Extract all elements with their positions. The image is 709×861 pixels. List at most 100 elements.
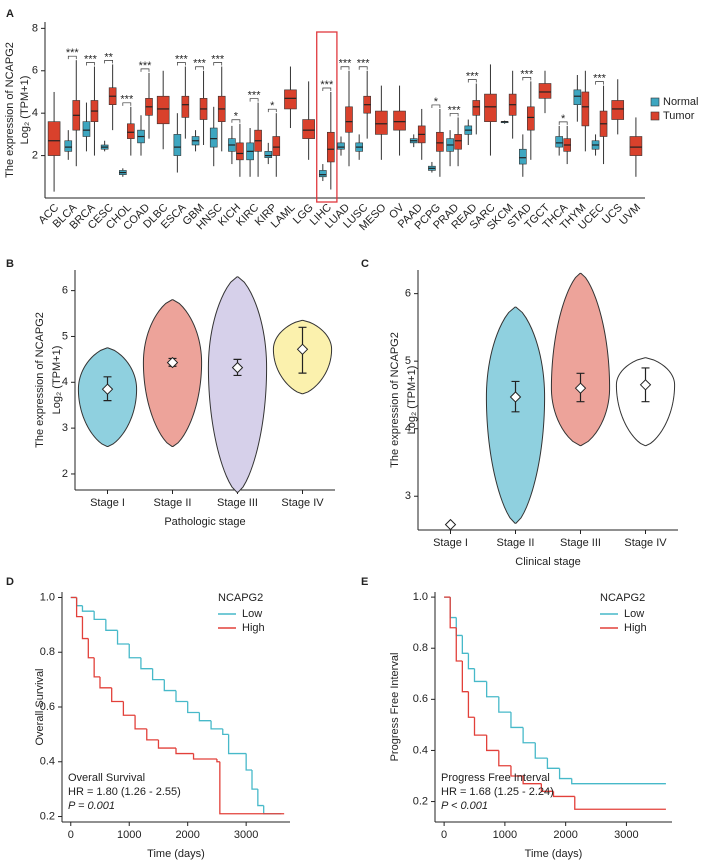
box	[82, 121, 91, 137]
survival-step	[216, 759, 220, 763]
survival-step	[546, 758, 560, 769]
legend-label: Normal	[663, 96, 698, 108]
survival-step	[157, 739, 176, 749]
survival-step	[552, 791, 575, 798]
x-axis-label: Time (days)	[525, 848, 583, 860]
box	[538, 83, 552, 99]
violin	[142, 299, 203, 447]
annotation: Overall Survival	[68, 772, 145, 784]
survival-step	[571, 778, 666, 785]
significance-label: ***	[466, 70, 480, 82]
survival-step	[486, 681, 499, 698]
box	[472, 100, 481, 116]
x-tick-label: UVM	[617, 202, 643, 228]
survival-step	[210, 720, 223, 730]
significance-bracket	[86, 62, 95, 66]
significance-label: ***	[320, 79, 334, 91]
significance-bracket	[595, 81, 604, 85]
x-tick-label: Stage II	[154, 497, 192, 509]
legend-label: Low	[624, 608, 644, 620]
significance-label: ***	[357, 58, 371, 70]
box	[173, 134, 182, 156]
significance-bracket	[322, 87, 332, 91]
significance-label: *	[234, 111, 239, 123]
box	[519, 148, 527, 165]
y-tick-label: 1.0	[40, 591, 55, 603]
legend-title: NCAPG2	[218, 592, 263, 604]
violin	[550, 272, 611, 447]
box	[64, 140, 73, 152]
x-tick-label: Stage IV	[281, 497, 324, 509]
y-tick-label: 3	[405, 490, 411, 502]
survival-step	[510, 765, 524, 777]
survival-step	[257, 789, 264, 807]
survival-step	[81, 616, 89, 640]
y-tick-label: 5	[405, 355, 411, 367]
legend-label: Low	[242, 608, 262, 620]
significance-label: *	[270, 100, 275, 112]
x-axis-label: Pathologic stage	[164, 516, 245, 528]
significance-bracket	[431, 104, 441, 108]
legend-swatch	[650, 97, 660, 107]
mean-marker	[101, 383, 114, 395]
box	[527, 106, 535, 131]
significance-bracket	[213, 62, 223, 66]
y-tick-label: 0.8	[40, 646, 55, 658]
annotation: P < 0.001	[441, 800, 488, 812]
annotation: Progress Free Interval	[441, 772, 550, 784]
y-tick-label: 8	[32, 22, 38, 34]
box	[337, 142, 345, 150]
y-tick-label: 0.2	[413, 795, 428, 807]
y-axis-label: Overall Survival	[34, 668, 46, 745]
mean-marker	[166, 356, 179, 369]
box	[555, 136, 563, 148]
y-tick-label: 0.4	[413, 744, 428, 756]
significance-label: ***	[175, 53, 189, 65]
x-axis-label: Clinical stage	[515, 556, 580, 568]
x-axis-label: Time (days)	[147, 848, 205, 860]
significance-bracket	[449, 113, 459, 117]
box	[156, 95, 170, 125]
survival-step	[116, 630, 130, 645]
legend-label: Tumor	[663, 110, 695, 122]
x-tick-label: 1000	[117, 829, 141, 841]
significance-label: *	[434, 96, 439, 108]
survival-step	[461, 661, 469, 693]
legend-label: High	[624, 622, 647, 634]
survival-step	[175, 690, 188, 703]
y-tick-label: 2	[32, 149, 38, 161]
y-tick-label: 5	[62, 330, 68, 342]
significance-bracket	[122, 102, 132, 106]
panel-label: B	[6, 258, 14, 270]
x-tick-label: 2000	[175, 829, 199, 841]
violin	[207, 276, 268, 493]
significance-bracket	[249, 98, 259, 102]
violin	[485, 306, 546, 524]
annotation: HR = 1.80 (1.26 - 2.55)	[68, 786, 181, 798]
survival-step	[498, 696, 511, 713]
mean-marker	[296, 343, 309, 355]
significance-label: ***	[593, 73, 607, 85]
survival-step	[486, 735, 499, 752]
survival-step	[473, 717, 487, 736]
significance-label: ***	[520, 68, 534, 80]
significance-bracket	[340, 66, 350, 70]
survival-step	[163, 679, 176, 692]
significance-label: ***	[139, 60, 153, 72]
survival-step	[192, 753, 217, 760]
y-tick-label: 1.0	[413, 591, 428, 603]
significance-label: ***	[248, 89, 262, 101]
significance-label: ***	[211, 53, 225, 65]
x-tick-label: Stage I	[90, 497, 125, 509]
survival-step	[227, 734, 247, 755]
significance-bracket	[358, 66, 368, 70]
survival-step	[498, 750, 511, 767]
mean-marker	[639, 379, 652, 391]
x-tick-label: Stage III	[560, 537, 601, 549]
survival-step	[510, 712, 524, 729]
box	[611, 100, 625, 120]
annotation: P = 0.001	[68, 800, 115, 812]
panel-label: C	[361, 258, 369, 270]
box	[302, 119, 315, 139]
